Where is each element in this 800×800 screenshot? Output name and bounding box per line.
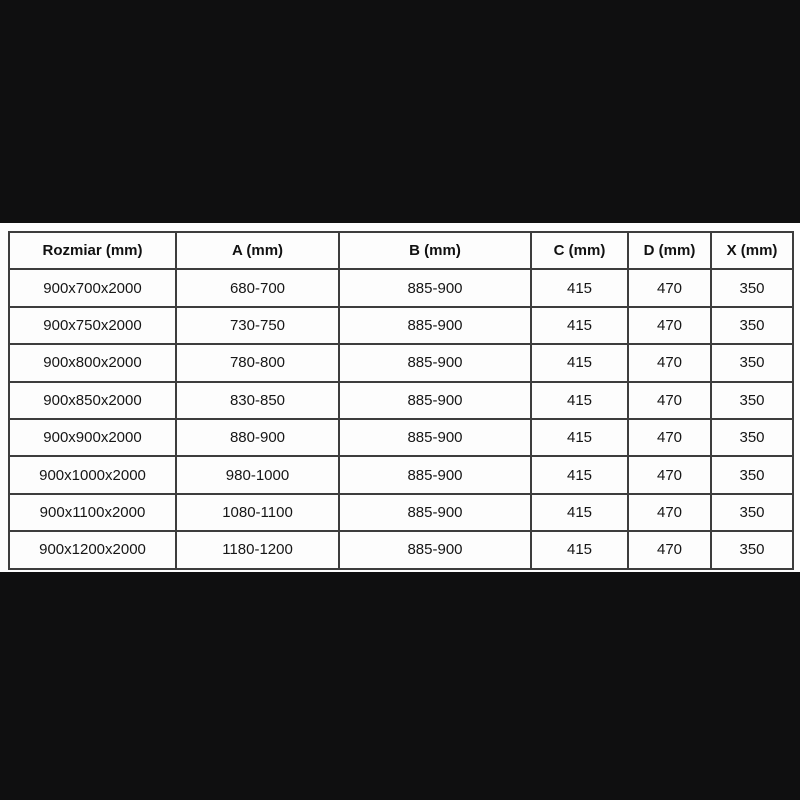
table-cell: 885-900 xyxy=(338,492,532,533)
table-row: 900x1200x2000 1180-1200 885-900 415 470 350 xyxy=(8,530,794,570)
table-cell: 885-900 xyxy=(338,417,532,458)
table-cell: 900x750x2000 xyxy=(8,305,177,346)
table-cell: 780-800 xyxy=(175,343,340,383)
table-cell: 350 xyxy=(710,492,794,533)
table-row: 900x1000x2000 980-1000 885-900 415 470 350 xyxy=(8,455,794,495)
table-cell: 350 xyxy=(710,530,794,570)
table-row: 900x1100x2000 1080-1100 885-900 415 470 350 xyxy=(8,492,794,533)
table-cell: 980-1000 xyxy=(175,455,340,495)
table-cell: 415 xyxy=(530,343,629,383)
table-cell: 350 xyxy=(710,455,794,495)
column-header-x-mm: X (mm) xyxy=(710,230,794,271)
table-cell: 415 xyxy=(530,305,629,346)
table-row: 900x850x2000 830-850 885-900 415 470 350 xyxy=(8,380,794,420)
table-cell: 900x800x2000 xyxy=(8,343,177,383)
header-row: Rozmiar (mm) A (mm) B (mm) C (mm) D (mm) X (m… xyxy=(8,230,794,271)
table-cell: 470 xyxy=(627,380,712,420)
table-cell: 900x1200x2000 xyxy=(8,530,177,570)
table-cell: 885-900 xyxy=(338,268,532,308)
table-cell: 415 xyxy=(530,268,629,308)
table-panel: Rozmiar (mm) A (mm) B (mm) C (mm) D (mm) X (m… xyxy=(0,223,800,572)
table-cell: 350 xyxy=(710,268,794,308)
table-cell: 900x700x2000 xyxy=(8,268,177,308)
table-cell: 350 xyxy=(710,343,794,383)
table-cell: 470 xyxy=(627,268,712,308)
table-cell: 885-900 xyxy=(338,305,532,346)
table-cell: 885-900 xyxy=(338,380,532,420)
table-row: 900x900x2000 880-900 885-900 415 470 350 xyxy=(8,417,794,458)
table-cell: 415 xyxy=(530,455,629,495)
size-spec-table: Rozmiar (mm) A (mm) B (mm) C (mm) D (mm) X (m… xyxy=(8,230,794,570)
table-cell: 470 xyxy=(627,530,712,570)
table-cell: 470 xyxy=(627,455,712,495)
table-cell: 470 xyxy=(627,305,712,346)
column-header-b-mm: B (mm) xyxy=(338,230,532,271)
table-cell: 415 xyxy=(530,492,629,533)
column-header-a-mm: A (mm) xyxy=(175,230,340,271)
table-cell: 900x1000x2000 xyxy=(8,455,177,495)
table-row: 900x750x2000 730-750 885-900 415 470 350 xyxy=(8,305,794,346)
table-cell: 415 xyxy=(530,530,629,570)
table-cell: 350 xyxy=(710,305,794,346)
table-cell: 830-850 xyxy=(175,380,340,420)
table-cell: 470 xyxy=(627,343,712,383)
table-cell: 885-900 xyxy=(338,530,532,570)
table-row: 900x800x2000 780-800 885-900 415 470 350 xyxy=(8,343,794,383)
table-cell: 730-750 xyxy=(175,305,340,346)
table-cell: 350 xyxy=(710,380,794,420)
column-header-rozmiar-mm: Rozmiar (mm) xyxy=(8,230,177,271)
table-cell: 885-900 xyxy=(338,455,532,495)
table-cell: 415 xyxy=(530,417,629,458)
table-cell: 900x850x2000 xyxy=(8,380,177,420)
table-cell: 885-900 xyxy=(338,343,532,383)
table-cell: 1180-1200 xyxy=(175,530,340,570)
table-cell: 470 xyxy=(627,492,712,533)
table-cell: 680-700 xyxy=(175,268,340,308)
table-cell: 900x900x2000 xyxy=(8,417,177,458)
table-row: 900x700x2000 680-700 885-900 415 470 350 xyxy=(8,268,794,308)
table-cell: 1080-1100 xyxy=(175,492,340,533)
table-cell: 415 xyxy=(530,380,629,420)
table-cell: 470 xyxy=(627,417,712,458)
table-cell: 350 xyxy=(710,417,794,458)
table-cell: 880-900 xyxy=(175,417,340,458)
column-header-c-mm: C (mm) xyxy=(530,230,629,271)
table-cell: 900x1100x2000 xyxy=(8,492,177,533)
column-header-d-mm: D (mm) xyxy=(627,230,712,271)
